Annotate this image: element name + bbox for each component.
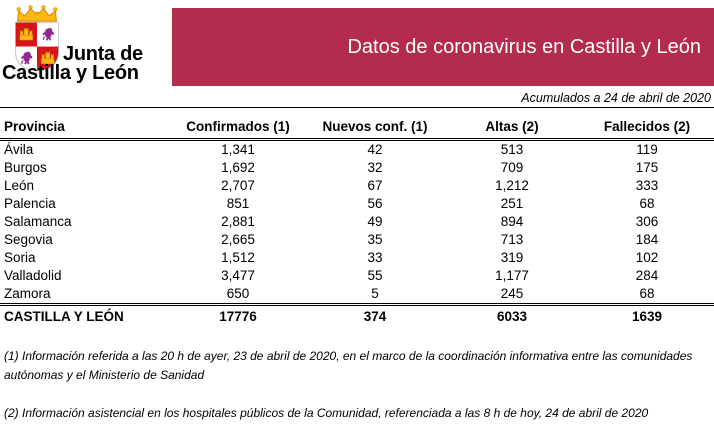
accumulated-date-subtitle: Acumulados a 24 de abril de 2020 [521,91,711,105]
table-row: Valladolid 3,477 55 1,177 284 [0,267,714,285]
province-cell: Zamora [4,286,51,301]
table-total-row: CASTILLA Y LEÓN 17776 374 6033 1639 [0,303,714,327]
value-cell: 68 [639,286,655,301]
value-cell: 284 [635,268,659,283]
value-cell: 2,707 [221,178,255,193]
table-row: Salamanca 2,881 49 894 306 [0,213,714,231]
column-header-provincia: Provincia [0,107,170,141]
value-cell: 1,512 [221,250,255,265]
province-cell: Valladolid [4,268,62,283]
table-row: Burgos 1,692 32 709 175 [0,159,714,177]
value-cell: 1,341 [221,142,255,157]
value-cell: 55 [367,268,383,283]
value-cell: 2,881 [221,214,255,229]
footnotes: (1) Información referida a las 20 h de a… [4,347,712,423]
total-value-cell: 6033 [444,303,580,327]
value-cell: 119 [636,142,658,157]
value-cell: 1,692 [221,160,255,175]
shield-icon [15,21,59,72]
footnote-1: (1) Información referida a las 20 h de a… [4,349,693,382]
value-cell: 851 [226,196,250,211]
province-cell: Palencia [4,196,56,211]
province-cell: León [4,178,35,193]
province-cell: Segovia [4,232,53,247]
value-cell: 102 [635,250,659,265]
crown-icon [16,5,58,22]
value-cell: 245 [500,286,524,301]
total-label-cell: CASTILLA Y LEÓN [0,303,170,327]
page-title: Datos de coronavirus en Castilla y León [347,35,701,58]
value-cell: 713 [500,232,524,247]
value-cell: 49 [367,214,383,229]
value-cell: 35 [367,232,383,247]
province-cell: Soria [4,250,36,265]
province-cell: Burgos [4,160,47,175]
value-cell: 1,177 [495,268,529,283]
column-header-fallecidos: Fallecidos (2) [580,107,714,141]
column-header-nuevos: Nuevos conf. (1) [306,107,444,141]
title-banner: Datos de coronavirus en Castilla y León [172,8,714,86]
table-row: Zamora 650 5 245 68 [0,285,714,305]
value-cell: 68 [639,196,655,211]
value-cell: 33 [367,250,383,265]
value-cell: 2,665 [221,232,255,247]
value-cell: 894 [500,214,524,229]
value-cell: 56 [367,196,383,211]
value-cell: 5 [371,286,379,301]
table-row: Palencia 851 56 251 68 [0,195,714,213]
table-row: Segovia 2,665 35 713 184 [0,231,714,249]
province-cell: Ávila [4,142,34,157]
junta-coat-of-arms-icon [15,5,59,72]
value-cell: 306 [635,214,659,229]
value-cell: 650 [226,286,250,301]
value-cell: 184 [635,232,659,247]
value-cell: 42 [367,142,383,157]
value-cell: 1,212 [495,178,529,193]
total-value-cell: 374 [306,303,444,327]
column-header-confirmados: Confirmados (1) [170,107,306,141]
value-cell: 513 [500,142,524,157]
footnote-2: (2) Información asistencial en los hospi… [4,406,649,420]
value-cell: 32 [367,160,383,175]
column-header-altas: Altas (2) [444,107,580,141]
table-row: Soria 1,512 33 319 102 [0,249,714,267]
value-cell: 175 [635,160,659,175]
table-header-row: Provincia Confirmados (1) Nuevos conf. (… [0,107,714,141]
logo-text-line1: Junta de [63,43,143,65]
total-value-cell: 1639 [580,303,714,327]
value-cell: 333 [635,178,659,193]
value-cell: 67 [367,178,383,193]
logo-text-line2: Castilla y León [2,62,139,84]
province-cell: Salamanca [4,214,72,229]
total-value-cell: 17776 [170,303,306,327]
value-cell: 319 [500,250,524,265]
covid-data-table: Provincia Confirmados (1) Nuevos conf. (… [0,107,714,327]
value-cell: 3,477 [221,268,255,283]
table-row: Ávila 1,341 42 513 119 [0,140,714,160]
value-cell: 251 [500,196,524,211]
value-cell: 709 [500,160,524,175]
table-row: León 2,707 67 1,212 333 [0,177,714,195]
